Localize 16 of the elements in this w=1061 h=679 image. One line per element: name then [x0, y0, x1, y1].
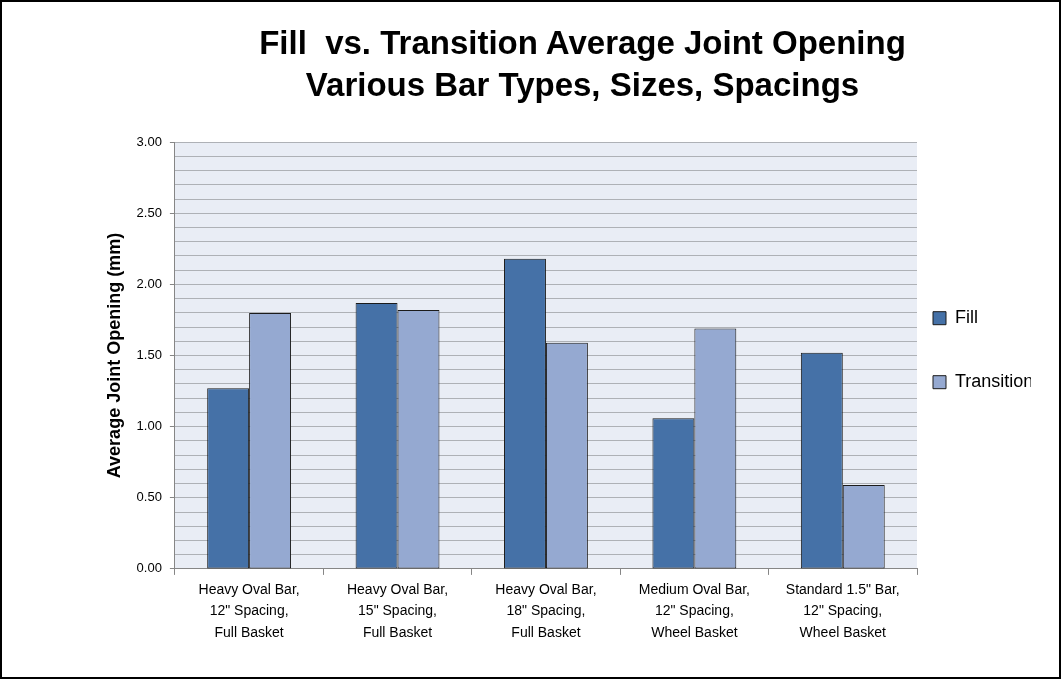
- x-tick-label: Heavy Oval Bar, 12" Spacing, Full Basket: [198, 580, 300, 641]
- x-tick-label: Heavy Oval Bar, 18" Spacing, Full Basket: [495, 580, 597, 641]
- y-axis-title: Average Joint Opening (mm): [103, 232, 124, 479]
- y-tick-label: 3.00: [136, 133, 162, 149]
- x-tick-label: Medium Oval Bar, 12" Spacing, Wheel Basket: [638, 580, 750, 641]
- chart-subtitle: Various Bar Types, Sizes, Spacings: [305, 66, 860, 104]
- y-tick-label: 0.50: [136, 489, 162, 505]
- y-tick-label: 1.00: [136, 418, 162, 434]
- legend-label: Fill: [955, 307, 978, 328]
- y-tick-label: 1.50: [136, 347, 162, 363]
- y-tick-label: 2.00: [136, 276, 162, 292]
- y-tick-label: 2.50: [136, 204, 162, 220]
- chart-title: Fill vs. Transition Average Joint Opening: [259, 23, 906, 61]
- y-tick-label: 0.00: [136, 560, 162, 576]
- x-tick-label: Standard 1.5" Bar, 12" Spacing, Wheel Basket: [785, 580, 900, 641]
- x-tick-label: Heavy Oval Bar, 15" Spacing, Full Basket: [346, 580, 449, 641]
